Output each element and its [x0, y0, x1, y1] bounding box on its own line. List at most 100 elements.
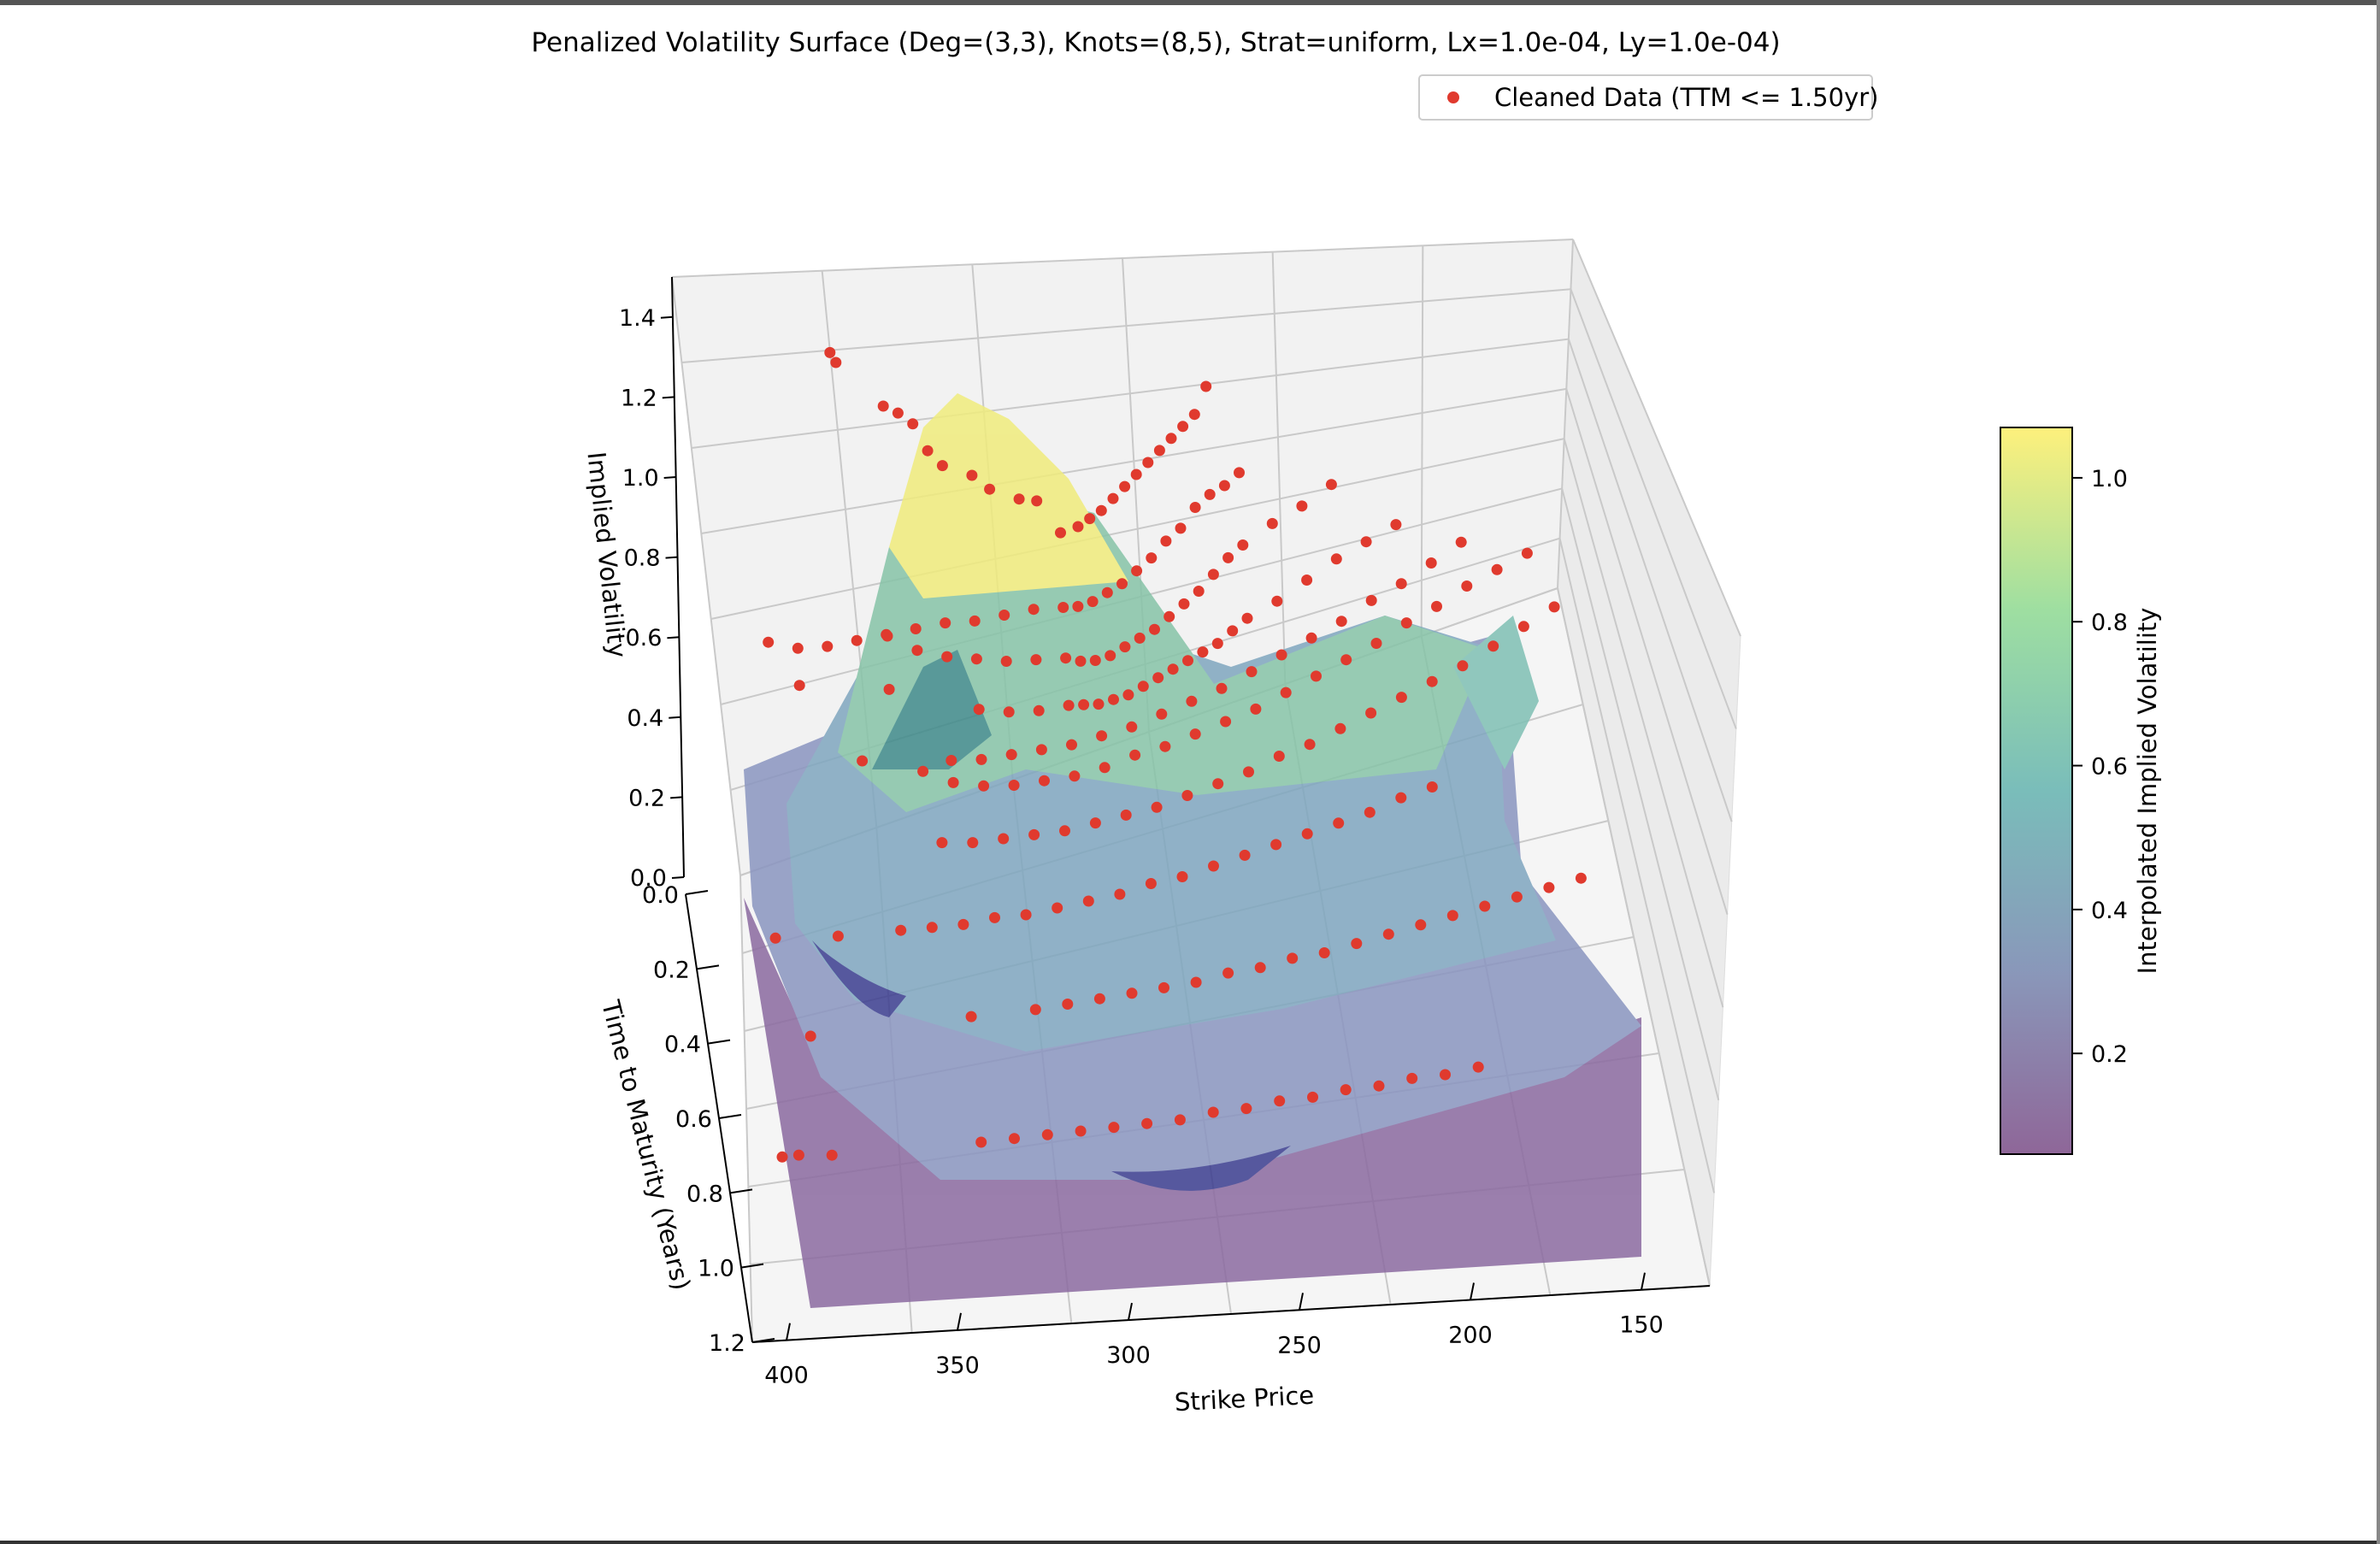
scatter-point: [1149, 623, 1160, 635]
x-tick-label: 200: [1448, 1323, 1493, 1349]
y-tick-label: 0.8: [686, 1181, 723, 1207]
scatter-point: [892, 407, 904, 419]
scatter-point: [1087, 596, 1099, 608]
scatter-point: [1488, 640, 1499, 652]
scatter-point: [1237, 539, 1249, 551]
scatter-point: [1425, 557, 1437, 569]
scatter-point: [1005, 749, 1017, 761]
scatter-point: [1119, 480, 1131, 492]
scatter-point: [1031, 495, 1043, 507]
colorbar-frame: [2000, 427, 2073, 1155]
x-tick-mark: [1641, 1272, 1646, 1290]
x-tick-label: 300: [1106, 1342, 1151, 1369]
scatter-point: [917, 765, 929, 777]
scatter-point: [1003, 706, 1015, 718]
scatter-point: [804, 1030, 816, 1042]
scatter-point: [1304, 739, 1316, 751]
z-tick-label: 1.4: [619, 305, 656, 332]
scatter-point: [970, 653, 982, 665]
scatter-point: [1270, 839, 1282, 851]
z-tick-mark: [671, 876, 685, 879]
z-axis-ticks: 0.0 0.2 0.4 0.6 0.8 1.0 1.2 1.4: [619, 305, 685, 892]
scatter-point: [1400, 617, 1412, 629]
scatter-point: [1360, 536, 1372, 548]
scatter-point: [910, 623, 922, 634]
grid-line-side-horizontal: [1565, 388, 1729, 916]
scatter-point: [830, 357, 842, 368]
scatter-point: [975, 1136, 987, 1148]
scatter-point: [1151, 801, 1163, 813]
scatter-point: [1455, 536, 1467, 548]
scatter-point: [1521, 547, 1533, 559]
scatter-point: [965, 1011, 977, 1022]
z-tick-mark: [662, 396, 675, 399]
scatter-point: [1105, 650, 1116, 662]
scatter-point: [1099, 762, 1110, 774]
scatter-point: [1301, 575, 1313, 586]
scatter-point: [1330, 553, 1342, 565]
surface-front-wall: [744, 898, 1641, 1308]
grid-line-side-horizontal: [1563, 438, 1724, 1008]
scatter-point: [1175, 522, 1187, 534]
scatter-point: [1280, 687, 1292, 698]
scatter-point: [1241, 612, 1253, 624]
scatter-point: [1246, 666, 1258, 678]
scatter-point: [1227, 625, 1239, 637]
grid-line-side-horizontal: [1561, 488, 1720, 1101]
scatter-point: [1095, 504, 1107, 516]
grid-line-side-horizontal: [1570, 288, 1737, 729]
z-tick-mark: [669, 716, 681, 719]
x-tick-label: 400: [764, 1363, 809, 1389]
scatter-point: [1271, 595, 1283, 607]
scatter-point: [1142, 457, 1154, 469]
scatter-point: [1093, 993, 1105, 1005]
scatter-point: [969, 615, 981, 627]
surface-right-spike: [1453, 616, 1539, 769]
scatter-point: [966, 469, 978, 481]
scatter-point: [1222, 967, 1234, 979]
scatter-point: [1035, 744, 1047, 756]
scatter-point: [1250, 703, 1262, 715]
scatter-point: [1395, 578, 1407, 590]
scatter-point: [1207, 569, 1219, 580]
scatter-point: [1461, 580, 1473, 592]
scatter-point: [1207, 1106, 1219, 1118]
scatter-point: [1216, 682, 1228, 694]
scatter-point: [1000, 656, 1012, 667]
scatter-point: [1078, 698, 1090, 710]
y-axis-ticks: 0.0 0.2 0.4 0.6 0.8 1.0 1.2: [642, 882, 775, 1357]
colorbar-tick-label: 0.6: [2091, 754, 2128, 781]
scatter-point: [1254, 962, 1266, 974]
y-tick-label: 1.0: [698, 1256, 734, 1282]
scatter-point: [1212, 778, 1224, 790]
scatter-point: [883, 683, 895, 695]
scatter-point: [1266, 517, 1278, 529]
z-tick-mark: [667, 636, 680, 639]
scatter-point: [1072, 521, 1084, 533]
x-tick-label: 150: [1619, 1312, 1664, 1339]
legend-box: [1418, 74, 1873, 121]
y-tick-mark: [751, 1338, 775, 1343]
scatter-point: [1243, 766, 1254, 778]
scatter-point: [1116, 578, 1128, 590]
scatter-point: [1275, 649, 1287, 661]
scatter-point: [1107, 492, 1119, 504]
scatter-point: [1334, 722, 1346, 734]
window-right-border: [2377, 0, 2380, 1544]
scatter-point: [1472, 1061, 1484, 1073]
colorbar-tick-label: 1.0: [2091, 466, 2128, 492]
colorbar-tick-label: 0.8: [2091, 610, 2128, 636]
scatter-point: [1335, 616, 1347, 628]
scatter-point: [1190, 976, 1202, 988]
scatter-point: [1200, 380, 1212, 392]
y-tick-label: 1.2: [709, 1330, 745, 1357]
y-tick-mark: [729, 1188, 753, 1194]
y-tick-label: 0.6: [675, 1106, 712, 1133]
scatter-point: [1234, 467, 1245, 479]
scatter-point: [1273, 751, 1285, 762]
scatter-point: [1122, 689, 1134, 701]
scatter-point: [1072, 600, 1084, 612]
scatter-point: [1287, 952, 1299, 964]
scatter-point: [822, 640, 834, 652]
z-tick-mark: [663, 476, 676, 479]
